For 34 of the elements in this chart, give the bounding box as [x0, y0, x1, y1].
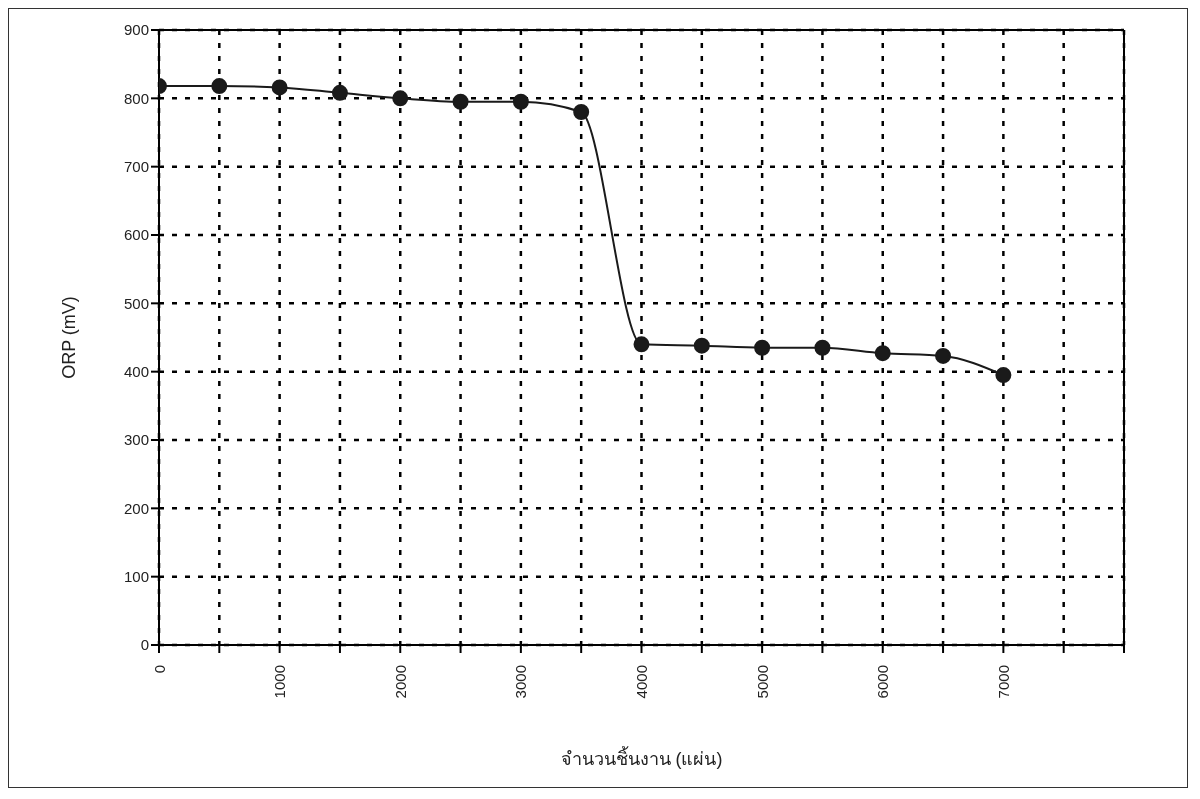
y-tick-label: 600	[123, 226, 149, 244]
x-tick-label: 2000	[391, 665, 409, 699]
point	[814, 339, 831, 356]
y-tick-label: 100	[123, 567, 149, 585]
x-tick-label: 5000	[753, 665, 771, 699]
y-tick-label: 500	[123, 294, 149, 312]
x-tick-label: 6000	[874, 665, 892, 699]
x-tick-label: 4000	[633, 665, 650, 699]
y-tick-label: 200	[123, 499, 149, 517]
x-tick-label: 7000	[994, 665, 1012, 699]
y-tick-label: 900	[123, 21, 149, 39]
x-tick-label: 1000	[271, 665, 289, 699]
point	[693, 337, 710, 354]
point	[331, 84, 348, 101]
point	[754, 339, 771, 356]
point	[995, 367, 1012, 384]
point	[452, 93, 469, 110]
point	[935, 347, 952, 364]
point	[211, 78, 228, 95]
point	[271, 79, 288, 96]
point	[573, 104, 590, 120]
y-tick-label: 700	[123, 157, 149, 175]
point	[874, 345, 891, 362]
y-tick-label: 300	[123, 431, 149, 449]
y-tick-label: 800	[123, 89, 149, 107]
point	[633, 336, 650, 353]
x-tick-label: 0	[150, 665, 168, 674]
x-tick-label: 3000	[512, 665, 530, 699]
x-axis-title: จำนวนชิ้นงาน (แผ่น)	[560, 746, 723, 769]
point	[512, 93, 529, 110]
y-tick-label: 400	[123, 362, 149, 380]
point	[392, 90, 409, 107]
y-axis-title: ORP (mV)	[59, 296, 80, 379]
y-tick-label: 0	[140, 636, 149, 654]
